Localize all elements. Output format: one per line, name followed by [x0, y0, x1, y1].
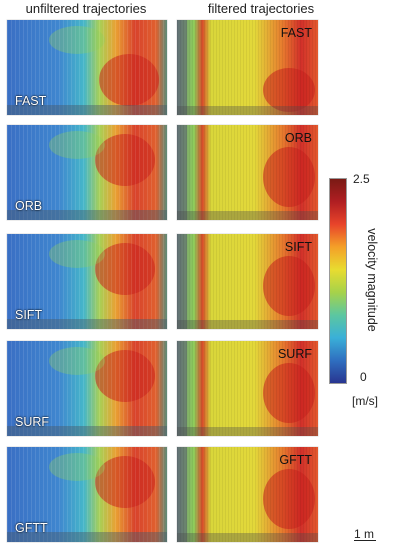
unfiltered-column-title: unfiltered trajectories — [25, 1, 147, 16]
filtered-panel-fast: FAST — [177, 20, 318, 115]
unfiltered-panel-surf: SURF — [7, 341, 167, 436]
unfiltered-panel-fast: FAST — [7, 20, 167, 115]
colorbar-min-label: 0 — [360, 370, 367, 384]
filtered-panel-surf: SURF — [177, 341, 318, 436]
unfiltered-panel-label: SIFT — [15, 308, 43, 322]
unfiltered-panel-sift: SIFT — [7, 234, 167, 329]
scale-bar — [354, 530, 376, 541]
unfiltered-panel-label: SURF — [15, 415, 50, 429]
filtered-panel-sift: SIFT — [177, 234, 318, 329]
unfiltered-panel-gftt: GFTT — [7, 447, 167, 542]
filtered-panel-orb: ORB — [177, 125, 318, 220]
scale-bar-label: 1 m — [354, 527, 375, 541]
filtered-panel-label: GFTT — [279, 453, 312, 467]
unfiltered-panel-label: GFTT — [15, 521, 48, 535]
filtered-panel-label: SURF — [277, 347, 312, 361]
colorbar-max-label: 2.5 — [353, 172, 370, 186]
filtered-panel-label: ORB — [284, 131, 312, 145]
filtered-panel-gftt: GFTT — [177, 447, 318, 542]
velocity-colorbar — [329, 178, 347, 384]
filtered-column-title: filtered trajectories — [207, 1, 315, 16]
filtered-panel-label: SIFT — [284, 240, 312, 254]
unfiltered-panel-label: ORB — [15, 199, 43, 213]
unfiltered-panel-orb: ORB — [7, 125, 167, 220]
colorbar-unit: [m/s] — [352, 394, 378, 408]
filtered-panel-label: FAST — [280, 26, 312, 40]
unfiltered-panel-label: FAST — [15, 94, 47, 108]
colorbar-title-text: velocity magnitude — [365, 228, 379, 332]
